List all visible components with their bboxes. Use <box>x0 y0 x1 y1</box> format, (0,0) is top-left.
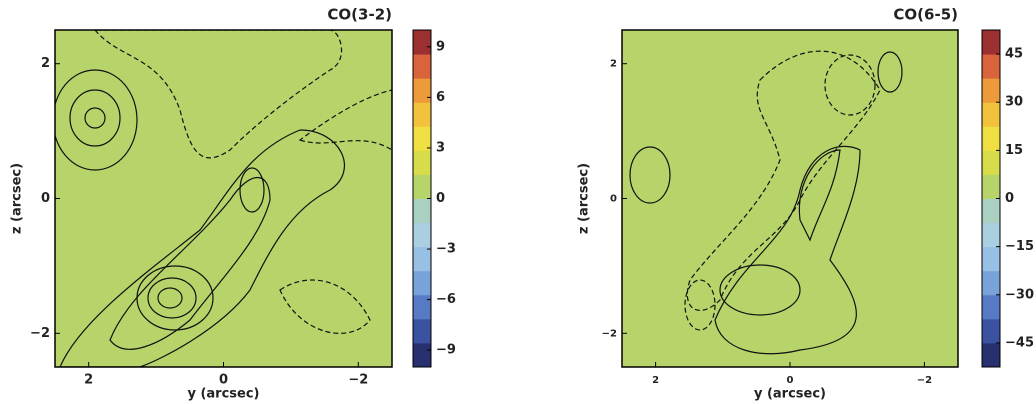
colorbar-tick-label: −30 <box>1005 287 1034 302</box>
colorbar-swatch <box>982 126 1000 151</box>
colorbar-swatch <box>982 102 1000 127</box>
colorbar-swatch <box>982 30 1000 55</box>
colorbar-tick-label: 0 <box>1005 191 1014 206</box>
chart-title: CO(3-2) <box>327 6 392 24</box>
colorbar-swatch <box>982 342 1000 368</box>
x-axis-label: y (arcsec) <box>187 387 259 402</box>
y-tick-label: 0 <box>610 194 617 205</box>
contour-field <box>55 30 392 367</box>
colorbar-tick-label: 45 <box>1005 47 1023 62</box>
colorbar-swatch <box>982 174 1000 199</box>
y-tick-label: 2 <box>610 59 617 70</box>
colorbar-swatch <box>413 246 431 272</box>
colorbar-tick-label: 9 <box>436 39 445 54</box>
colorbar-swatch <box>982 150 1000 175</box>
colorbar-tick-label: −3 <box>436 242 456 257</box>
colorbar-swatch <box>982 318 1000 344</box>
colorbar-swatch <box>413 102 431 127</box>
y-tick-label: 0 <box>41 191 50 206</box>
colorbar-swatch <box>413 150 431 175</box>
colorbar-swatch <box>413 54 431 79</box>
colorbar-swatch <box>982 246 1000 272</box>
colorbar-tick-label: −15 <box>1005 239 1034 254</box>
colorbar-swatch <box>413 198 431 224</box>
colorbar-swatch <box>982 270 1000 296</box>
colorbar-swatch <box>982 222 1000 248</box>
colorbar-swatch <box>413 318 431 344</box>
colorbar-swatch <box>413 294 431 320</box>
colorbar-tick-label: 30 <box>1005 95 1023 110</box>
colorbar-swatch <box>982 198 1000 224</box>
x-tick-label: 0 <box>219 373 228 388</box>
colorbar-tick-label: −6 <box>436 292 456 307</box>
colorbar-swatch <box>982 54 1000 79</box>
colorbar-swatch <box>413 30 431 55</box>
colorbar-tick-label: 15 <box>1005 143 1023 158</box>
colorbar-swatch <box>413 126 431 151</box>
x-tick-label: −2 <box>348 373 368 388</box>
x-tick-label: 0 <box>787 375 794 386</box>
colorbar-tick-label: 3 <box>436 140 445 155</box>
x-tick-label: −2 <box>917 375 932 386</box>
contour-field <box>622 30 958 367</box>
colorbar-tick-label: −45 <box>1005 335 1034 350</box>
colorbar-swatch <box>982 294 1000 320</box>
y-tick-label: −2 <box>602 328 617 339</box>
colorbar-swatch <box>413 222 431 248</box>
x-tick-label: 2 <box>652 375 659 386</box>
y-tick-label: −2 <box>30 326 50 341</box>
y-axis-label: z (arcsec) <box>10 163 25 234</box>
colorbar-tick-label: −9 <box>436 343 456 358</box>
colorbar-swatch <box>982 78 1000 103</box>
colorbar-swatch <box>413 342 431 368</box>
colorbar-tick-label: 6 <box>436 90 445 105</box>
colorbar-tick-label: 0 <box>436 191 445 206</box>
x-tick-label: 2 <box>84 373 93 388</box>
chart-title: CO(6-5) <box>893 6 958 24</box>
x-axis-label: y (arcsec) <box>754 387 826 402</box>
colorbar-swatch <box>413 270 431 296</box>
y-axis-label: z (arcsec) <box>577 163 592 234</box>
y-tick-label: 2 <box>41 56 50 71</box>
colorbar-swatch <box>413 174 431 199</box>
colorbar-swatch <box>413 78 431 103</box>
